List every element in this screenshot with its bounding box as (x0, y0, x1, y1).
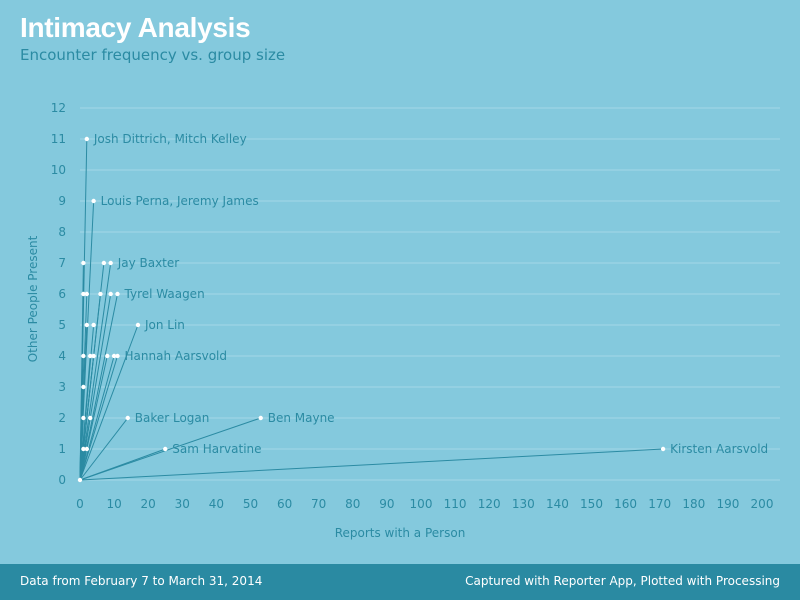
data-line (79, 448, 166, 481)
footer-bar: Data from February 7 to March 31, 2014 C… (0, 564, 800, 600)
x-tick-label: 70 (311, 497, 326, 511)
data-point (91, 322, 96, 328)
data-point (105, 353, 110, 359)
data-label: Louis Perna, Jeremy James (101, 194, 259, 208)
x-tick-label: 170 (648, 497, 671, 511)
y-axis-label: Other People Present (26, 235, 40, 362)
data-label: Baker Logan (135, 411, 210, 425)
y-tick-label: 10 (51, 163, 66, 177)
data-label: Tyrel Waagen (124, 287, 205, 301)
x-tick-label: 120 (478, 497, 501, 511)
x-tick-label: 90 (379, 497, 394, 511)
y-tick-label: 7 (58, 256, 66, 270)
footer-data-range: Data from February 7 to March 31, 2014 (20, 574, 263, 588)
x-tick-label: 40 (209, 497, 224, 511)
data-label: Sam Harvatine (172, 442, 261, 456)
x-tick-label: 30 (175, 497, 190, 511)
y-tick-label: 1 (58, 442, 66, 456)
x-tick-label: 130 (512, 497, 535, 511)
data-point (81, 384, 86, 390)
y-tick-label: 12 (51, 101, 66, 115)
data-point (660, 446, 666, 452)
x-tick-label: 180 (682, 497, 705, 511)
data-label: Hannah Aarsvold (125, 349, 228, 363)
data-point (84, 136, 90, 142)
data-point (115, 291, 120, 297)
data-point (81, 291, 86, 297)
y-tick-label: 2 (58, 411, 66, 425)
x-tick-label: 20 (141, 497, 156, 511)
x-tick-label: 50 (243, 497, 258, 511)
x-axis-label: Reports with a Person (335, 526, 466, 540)
data-point (108, 260, 113, 266)
x-tick-label: 160 (614, 497, 637, 511)
x-tick-label: 80 (345, 497, 360, 511)
y-tick-label: 0 (58, 473, 66, 487)
y-tick-label: 11 (51, 132, 66, 146)
data-label: Kirsten Aarsvold (670, 442, 768, 456)
x-tick-label: 200 (751, 497, 774, 511)
data-point (111, 353, 117, 359)
data-label: Ben Mayne (268, 411, 335, 425)
data-point (98, 291, 103, 297)
data-point (258, 415, 263, 421)
data-line (79, 417, 129, 481)
data-label: Jon Lin (144, 318, 185, 332)
x-tick-label: 150 (580, 497, 603, 511)
x-tick-label: 140 (546, 497, 569, 511)
data-point (101, 260, 107, 266)
x-tick-label: 10 (106, 497, 121, 511)
data-point (91, 353, 96, 359)
data-point (115, 353, 120, 359)
data-point (88, 415, 93, 421)
chart-subtitle: Encounter frequency vs. group size (20, 46, 286, 64)
y-tick-label: 5 (58, 318, 66, 332)
data-point (108, 291, 113, 297)
y-tick-label: 4 (58, 349, 66, 363)
footer-credits: Captured with Reporter App, Plotted with… (465, 574, 780, 588)
data-point (81, 260, 86, 266)
data-line (79, 355, 118, 481)
y-tick-label: 3 (58, 380, 66, 394)
y-tick-label: 8 (58, 225, 66, 239)
data-point (84, 446, 90, 452)
data-line (79, 417, 261, 481)
data-line (79, 448, 84, 481)
data-label: Jay Baxter (117, 256, 180, 270)
x-tick-label: 100 (410, 497, 433, 511)
y-tick-label: 6 (58, 287, 66, 301)
data-point (135, 322, 141, 328)
x-tick-label: 110 (444, 497, 467, 511)
data-point (84, 322, 90, 328)
data-point (91, 198, 96, 204)
data-point (81, 415, 86, 421)
x-tick-label: 190 (716, 497, 739, 511)
data-point (88, 353, 93, 359)
data-line (79, 355, 115, 481)
data-line (79, 324, 139, 481)
x-tick-label: 60 (277, 497, 292, 511)
data-label: Josh Dittrich, Mitch Kelley (93, 132, 247, 146)
data-point (81, 353, 86, 359)
data-point (81, 446, 86, 452)
data-line (79, 262, 112, 481)
x-tick-label: 0 (76, 497, 84, 511)
data-line (79, 448, 664, 481)
data-point (125, 415, 130, 421)
data-line (79, 448, 88, 481)
data-point (84, 291, 90, 297)
chart-title: Intimacy Analysis (20, 12, 251, 43)
y-tick-label: 9 (58, 194, 66, 208)
data-point (163, 446, 168, 452)
origin-point (77, 477, 83, 483)
